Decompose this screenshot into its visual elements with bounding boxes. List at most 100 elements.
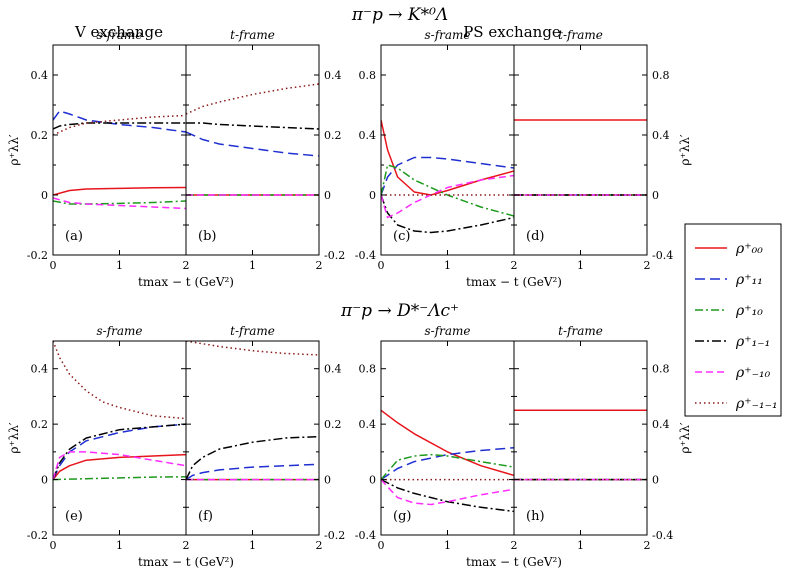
- legend-box: [684, 223, 782, 417]
- plot-frame: [52, 340, 187, 536]
- y-axis-title: ρ⁺λλ′: [7, 134, 21, 166]
- series-r1m1: [381, 194, 514, 234]
- series-r1m1: [53, 122, 186, 130]
- panel-tag: (b): [198, 229, 216, 244]
- series-r10: [53, 476, 186, 481]
- x-tick-label: 1: [116, 539, 123, 552]
- y-tick-label: 0.2: [324, 418, 342, 431]
- y-tick-label: 0.8: [359, 363, 377, 376]
- y-tick-label: 0.4: [31, 363, 49, 376]
- x-tick-label: 0: [378, 539, 385, 552]
- y-tick-label: 0: [369, 189, 376, 202]
- x-tick-label: 0: [50, 539, 57, 552]
- series-rm1m1: [186, 83, 319, 115]
- y-tick-label: 0: [369, 474, 376, 487]
- x-tick-label: 2: [644, 539, 651, 552]
- plot-frame: [52, 44, 187, 256]
- legend-label-rm1m1: ρ⁺₋₁₋₁: [735, 396, 778, 412]
- series-rm10: [381, 479, 514, 506]
- legend-label-r10: ρ⁺₁₀: [735, 303, 763, 319]
- y-tick-label: 0: [652, 189, 659, 202]
- frame-label: t-frame: [230, 324, 275, 338]
- x-tick-label: 2: [183, 539, 190, 552]
- frame-label: s-frame: [424, 324, 470, 338]
- y-tick-label: 0.2: [31, 129, 49, 142]
- y-tick-label: 0.4: [31, 69, 49, 82]
- x-tick-label: 2: [316, 259, 323, 272]
- y-tick-label: 0.8: [652, 363, 670, 376]
- x-tick-label: 1: [577, 259, 584, 272]
- ps-exchange-title: PS exchange: [463, 23, 561, 41]
- x-tick-label: 2: [644, 259, 651, 272]
- x-tick-label: 2: [511, 259, 518, 272]
- x-tick-label: 2: [316, 539, 323, 552]
- curves: [514, 409, 647, 481]
- series-r1m1: [53, 423, 186, 480]
- frame-label: t-frame: [558, 324, 603, 338]
- series-rm1m1: [53, 114, 186, 136]
- y-tick-label: 0: [324, 189, 331, 202]
- y-tick-label: 0.4: [652, 418, 670, 431]
- x-axis-title: tmax − t (GeV²): [138, 555, 234, 569]
- curves: [53, 341, 186, 481]
- frame-label: s-frame: [96, 324, 142, 338]
- y-tick-label: 0: [41, 189, 48, 202]
- series-r11: [186, 463, 319, 481]
- y-tick-label: -0.4: [652, 249, 673, 262]
- y-tick-label: 0.4: [359, 129, 377, 142]
- series-rm1m1: [186, 341, 319, 356]
- x-tick-label: 1: [444, 539, 451, 552]
- y-tick-label: -0.2: [324, 249, 345, 262]
- panel-tag: (g): [393, 509, 411, 524]
- legend-label-r00: ρ⁺₀₀: [735, 241, 763, 257]
- y-tick-label: 0.8: [652, 69, 670, 82]
- x-axis-title: tmax − t (GeV²): [466, 555, 562, 569]
- plot-frame: [513, 340, 648, 536]
- y-tick-label: 0: [41, 474, 48, 487]
- curves: [53, 110, 186, 210]
- y-tick-label: -0.4: [355, 249, 376, 262]
- y-tick-label: 0: [652, 474, 659, 487]
- y-tick-label: -0.4: [355, 529, 376, 542]
- y-tick-label: 0.4: [359, 418, 377, 431]
- y-tick-label: 0.2: [324, 129, 342, 142]
- x-tick-label: 1: [249, 259, 256, 272]
- y-tick-label: 0.4: [324, 69, 342, 82]
- x-tick-label: 1: [577, 539, 584, 552]
- plot-frame: [380, 44, 515, 256]
- x-tick-label: 2: [511, 539, 518, 552]
- y-tick-label: 0.4: [652, 129, 670, 142]
- series-rm10: [53, 197, 186, 210]
- x-axis-title: tmax − t (GeV²): [138, 275, 234, 289]
- y-axis-title: ρ⁺λλ′: [678, 134, 692, 166]
- panel-tag: (a): [65, 229, 83, 244]
- panel-tag: (e): [65, 509, 83, 524]
- curves: [186, 341, 319, 481]
- y-tick-label: 0.8: [359, 69, 377, 82]
- y-tick-label: -0.4: [652, 529, 673, 542]
- series-r10: [53, 200, 186, 205]
- legend-label-r1m1: ρ⁺₁₋₁: [735, 334, 770, 350]
- panel-tag: (h): [526, 509, 545, 524]
- series-rm1m1: [53, 341, 186, 420]
- series-rm10: [381, 174, 514, 219]
- v-exchange-title: V exchange: [74, 23, 163, 41]
- x-tick-label: 2: [183, 259, 190, 272]
- y-axis-title: ρ⁺λλ′: [678, 422, 692, 454]
- curves: [186, 83, 319, 196]
- panel-tag: (d): [526, 229, 544, 244]
- y-tick-label: -0.2: [324, 529, 345, 542]
- frame-label: s-frame: [96, 28, 142, 42]
- series-r00: [53, 453, 186, 481]
- frame-label: t-frame: [558, 28, 603, 42]
- x-tick-label: 1: [249, 539, 256, 552]
- series-r00: [381, 409, 514, 477]
